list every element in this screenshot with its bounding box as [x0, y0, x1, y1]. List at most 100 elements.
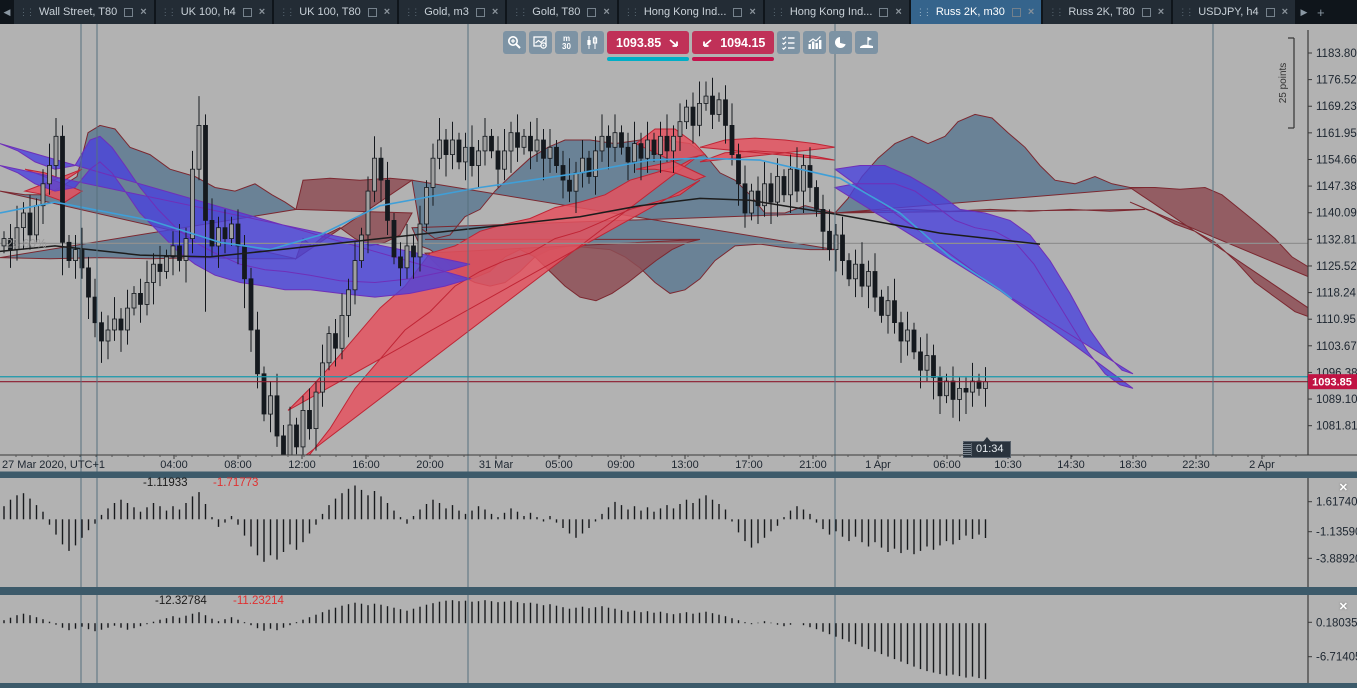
- time-axis-label: 04:00: [160, 459, 188, 471]
- tab-grip-icon: ⋮⋮: [279, 6, 295, 17]
- instrument-tab-5[interactable]: ⋮⋮ Hong Kong Ind... ×: [618, 0, 763, 24]
- band-red-mid: [287, 154, 701, 455]
- tab-grip-icon: ⋮⋮: [19, 6, 35, 17]
- tab-close-icon[interactable]: ×: [749, 6, 756, 18]
- time-axis-label: 09:00: [607, 459, 635, 471]
- panel-separator[interactable]: [0, 587, 1357, 595]
- oscillator-2-value-dark: -12.32784: [155, 595, 207, 607]
- chart-settings-button[interactable]: [529, 31, 552, 54]
- tab-close-icon[interactable]: ×: [1281, 6, 1288, 18]
- band-indigo-left: [0, 135, 472, 298]
- tab-popout-icon[interactable]: [733, 7, 743, 17]
- oscillator-axis-label: -6.71405: [1316, 652, 1357, 664]
- tab-grip-icon: ⋮⋮: [160, 6, 177, 17]
- tab-grip-icon: ⋮⋮: [769, 6, 786, 17]
- price-axis-label: 1125.52: [1316, 261, 1357, 273]
- main-plot-area: 23.60%: [0, 77, 1308, 455]
- time-axis-label: 14:30: [1057, 459, 1085, 471]
- time-axis-label: 12:00: [288, 459, 316, 471]
- price-axis-label: 1103.67: [1316, 341, 1357, 353]
- tab-popout-icon[interactable]: [475, 7, 485, 17]
- instrument-tab-7[interactable]: ⋮⋮ Russ 2K, m30 ×: [910, 0, 1042, 24]
- tab-popout-icon[interactable]: [1141, 7, 1151, 17]
- tab-close-icon[interactable]: ×: [1157, 6, 1165, 18]
- flag-button[interactable]: [855, 31, 879, 54]
- pie-button[interactable]: [829, 31, 853, 54]
- oscillator-1-value-red: -1.71773: [213, 477, 259, 489]
- candle-style-button[interactable]: [581, 31, 604, 54]
- tab-popout-icon[interactable]: [124, 7, 134, 17]
- time-axis-label: 1 Apr: [865, 459, 891, 471]
- instrument-tab-9[interactable]: ⋮⋮ USDJPY, h4 ×: [1173, 0, 1295, 24]
- price-axis-label: 1154.66: [1316, 154, 1357, 166]
- current-price-tag: [1308, 374, 1357, 390]
- tab-close-icon[interactable]: ×: [1027, 6, 1035, 18]
- time-axis-label: 27 Mar 2020, UTC+1: [2, 459, 105, 471]
- price-axis[interactable]: 1183.80 1176.52 1169.23 1161.95 1154.66 1147.…: [1307, 30, 1357, 455]
- time-axis-label: 17:00: [735, 459, 763, 471]
- oscillator-2-close-button[interactable]: ✕: [1338, 601, 1348, 613]
- tab-popout-icon[interactable]: [1265, 7, 1275, 17]
- time-axis-label: 10:30: [994, 459, 1022, 471]
- time-axis-label: 08:00: [224, 459, 252, 471]
- tab-label: UK 100, T80: [299, 6, 361, 18]
- price-axis-label: 1147.38: [1316, 181, 1357, 193]
- buy-arrow-icon: [703, 38, 712, 47]
- zoom-in-icon: [508, 36, 521, 49]
- zoom-in-button[interactable]: [503, 31, 526, 54]
- panel-separator[interactable]: [0, 683, 1357, 688]
- tab-popout-icon[interactable]: [1011, 7, 1021, 17]
- time-axis-label: 21:00: [799, 459, 827, 471]
- candlestick-icon: [587, 36, 598, 49]
- panel-separator[interactable]: [0, 471, 1357, 479]
- instrument-tab-0[interactable]: ⋮⋮ Wall Street, T80 ×: [14, 0, 154, 24]
- instrument-tab-3[interactable]: ⋮⋮ Gold, m3 ×: [399, 0, 506, 24]
- price-axis-label: 1081.81: [1316, 421, 1357, 433]
- instrument-tab-4[interactable]: ⋮⋮ Gold, T80 ×: [507, 0, 617, 24]
- statistics-button[interactable]: [803, 31, 827, 54]
- tab-label: Hong Kong Ind...: [643, 6, 727, 18]
- tab-popout-icon[interactable]: [587, 7, 597, 17]
- tab-close-icon[interactable]: ×: [491, 6, 499, 18]
- tab-label: Russ 2K, m30: [935, 6, 1005, 18]
- price-axis-label: 1183.80: [1316, 48, 1357, 60]
- instrument-tab-2[interactable]: ⋮⋮ UK 100, T80 ×: [274, 0, 398, 24]
- price-axis-label: 1110.95: [1316, 314, 1356, 326]
- bar-countdown-tooltip[interactable]: 01:34: [963, 437, 1011, 458]
- cloud-right-maroon: [1128, 186, 1308, 317]
- statistics-icon: [808, 36, 822, 49]
- tab-scroll-left[interactable]: ◀: [3, 6, 11, 17]
- measure-ruler[interactable]: 25 points: [1278, 37, 1295, 129]
- tab-close-icon[interactable]: ×: [383, 6, 391, 18]
- price-axis-label: 1140.09: [1316, 208, 1357, 220]
- tab-popout-icon[interactable]: [242, 7, 252, 17]
- tab-label: USDJPY, h4: [1198, 6, 1259, 18]
- oscillator-1-panel[interactable]: 1.61740 -1.13590 -3.88920: [3, 478, 1357, 587]
- flag-icon: [860, 37, 874, 48]
- tab-scroll-right[interactable]: ▶: [1300, 6, 1308, 17]
- tab-popout-icon[interactable]: [367, 7, 377, 17]
- sell-price: 1093.85: [616, 35, 662, 50]
- time-axis[interactable]: 27 Mar 2020, UTC+1 04:00 08:00 12:00 16:00 20…: [0, 454, 1357, 471]
- instrument-tab-6[interactable]: ⋮⋮ Hong Kong Ind... ×: [764, 0, 909, 24]
- oscillator-1-close-button[interactable]: ✕: [1338, 482, 1348, 494]
- timeframe-button[interactable]: m 30: [555, 31, 578, 54]
- instrument-tab-8[interactable]: ⋮⋮ Russ 2K, T80 ×: [1043, 0, 1172, 24]
- fib-level-label: 23.60%: [6, 236, 47, 250]
- instrument-tab-1[interactable]: ⋮⋮ UK 100, h4 ×: [155, 0, 273, 24]
- tab-popout-icon[interactable]: [879, 7, 889, 17]
- tab-close-icon[interactable]: ×: [140, 6, 147, 18]
- price-axis-label: 1161.95: [1316, 128, 1357, 140]
- sell-button[interactable]: 1093.85: [607, 31, 690, 54]
- oscillator-2-panel[interactable]: 0.18035 -6.71405: [3, 595, 1357, 683]
- tab-label: Russ 2K, T80: [1068, 6, 1135, 18]
- tab-close-icon[interactable]: ×: [603, 6, 610, 18]
- tab-close-icon[interactable]: ×: [895, 6, 902, 18]
- watchlist-button[interactable]: [777, 31, 801, 54]
- buy-button[interactable]: 1094.15: [692, 31, 775, 54]
- price-axis-label: 1118.24: [1316, 288, 1356, 300]
- tab-close-icon[interactable]: ×: [258, 6, 266, 18]
- sell-underline: [607, 57, 690, 61]
- new-tab-button[interactable]: +: [1317, 4, 1325, 20]
